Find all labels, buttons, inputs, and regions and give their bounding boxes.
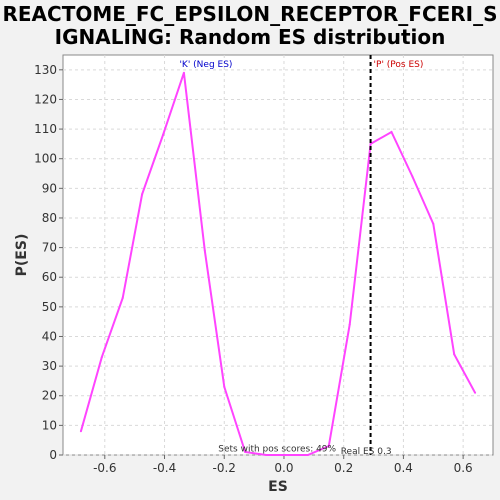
y-tick-label: 30 xyxy=(42,359,57,373)
data-point xyxy=(327,445,330,448)
axis-ticks: -0.6 -0.4 -0.2 0.0 0.2 0.4 0.6 0 10 20 30 40 50 60 70 8… xyxy=(34,63,473,475)
x-tick-label: -0.4 xyxy=(153,461,176,475)
data-point xyxy=(182,71,185,74)
chart-title-line-2: IGNALING: Random ES distribution xyxy=(55,25,446,49)
annotation-label: 'K' (Neg ES) xyxy=(179,60,232,70)
data-point xyxy=(223,385,226,388)
grid xyxy=(63,55,493,456)
data-point xyxy=(162,134,165,136)
data-point xyxy=(474,391,477,394)
x-tick-label: 0.4 xyxy=(394,461,413,475)
data-point xyxy=(79,430,82,433)
data-point xyxy=(121,296,124,299)
y-tick-label: 20 xyxy=(42,389,57,403)
x-tick-label: -0.2 xyxy=(213,461,236,475)
x-tick-label: 0.6 xyxy=(454,461,473,475)
y-tick-label: 50 xyxy=(42,300,57,314)
series-layer xyxy=(79,71,477,456)
annotation-label: 'P' (Pos ES) xyxy=(374,60,424,70)
data-point xyxy=(411,175,414,178)
data-point xyxy=(453,353,456,356)
data-point xyxy=(390,131,393,134)
y-tick-label: 0 xyxy=(49,448,57,462)
y-tick-label: 10 xyxy=(42,418,57,432)
data-point xyxy=(100,356,103,359)
data-point xyxy=(282,454,285,456)
y-tick-label: 60 xyxy=(42,270,57,284)
y-tick-label: 110 xyxy=(34,122,57,136)
y-axis-label: P(ES) xyxy=(14,234,30,277)
es-distribution-line xyxy=(79,72,476,456)
data-point xyxy=(432,222,435,225)
x-tick-label: -0.6 xyxy=(93,461,116,475)
data-point xyxy=(348,323,351,326)
annotations: 'K' (Neg ES) 'P' (Pos ES) Sets with pos sc… xyxy=(179,60,423,457)
y-tick-label: 120 xyxy=(34,92,57,106)
x-tick-label: 0.0 xyxy=(274,461,293,475)
data-point xyxy=(265,454,268,456)
y-tick-label: 130 xyxy=(34,63,57,77)
x-tick-label: 0.2 xyxy=(334,461,353,475)
data-point xyxy=(306,454,309,456)
x-axis-label: ES xyxy=(268,479,288,495)
annotation-label: Sets with pos scores: 49% xyxy=(218,444,336,454)
y-tick-label: 90 xyxy=(42,181,57,195)
y-tick-label: 100 xyxy=(34,152,57,166)
data-point xyxy=(369,142,372,145)
data-point xyxy=(244,451,247,454)
y-tick-label: 40 xyxy=(42,329,57,343)
annotation-label: Real ES 0.3 xyxy=(341,447,392,457)
y-tick-label: 70 xyxy=(42,241,57,255)
data-point xyxy=(141,193,144,196)
chart-title-line-1: REACTOME_FC_EPSILON_RECEPTOR_FCERI_S xyxy=(2,2,497,26)
y-tick-label: 80 xyxy=(42,211,57,225)
data-point xyxy=(203,249,206,252)
plot-area xyxy=(62,54,494,456)
